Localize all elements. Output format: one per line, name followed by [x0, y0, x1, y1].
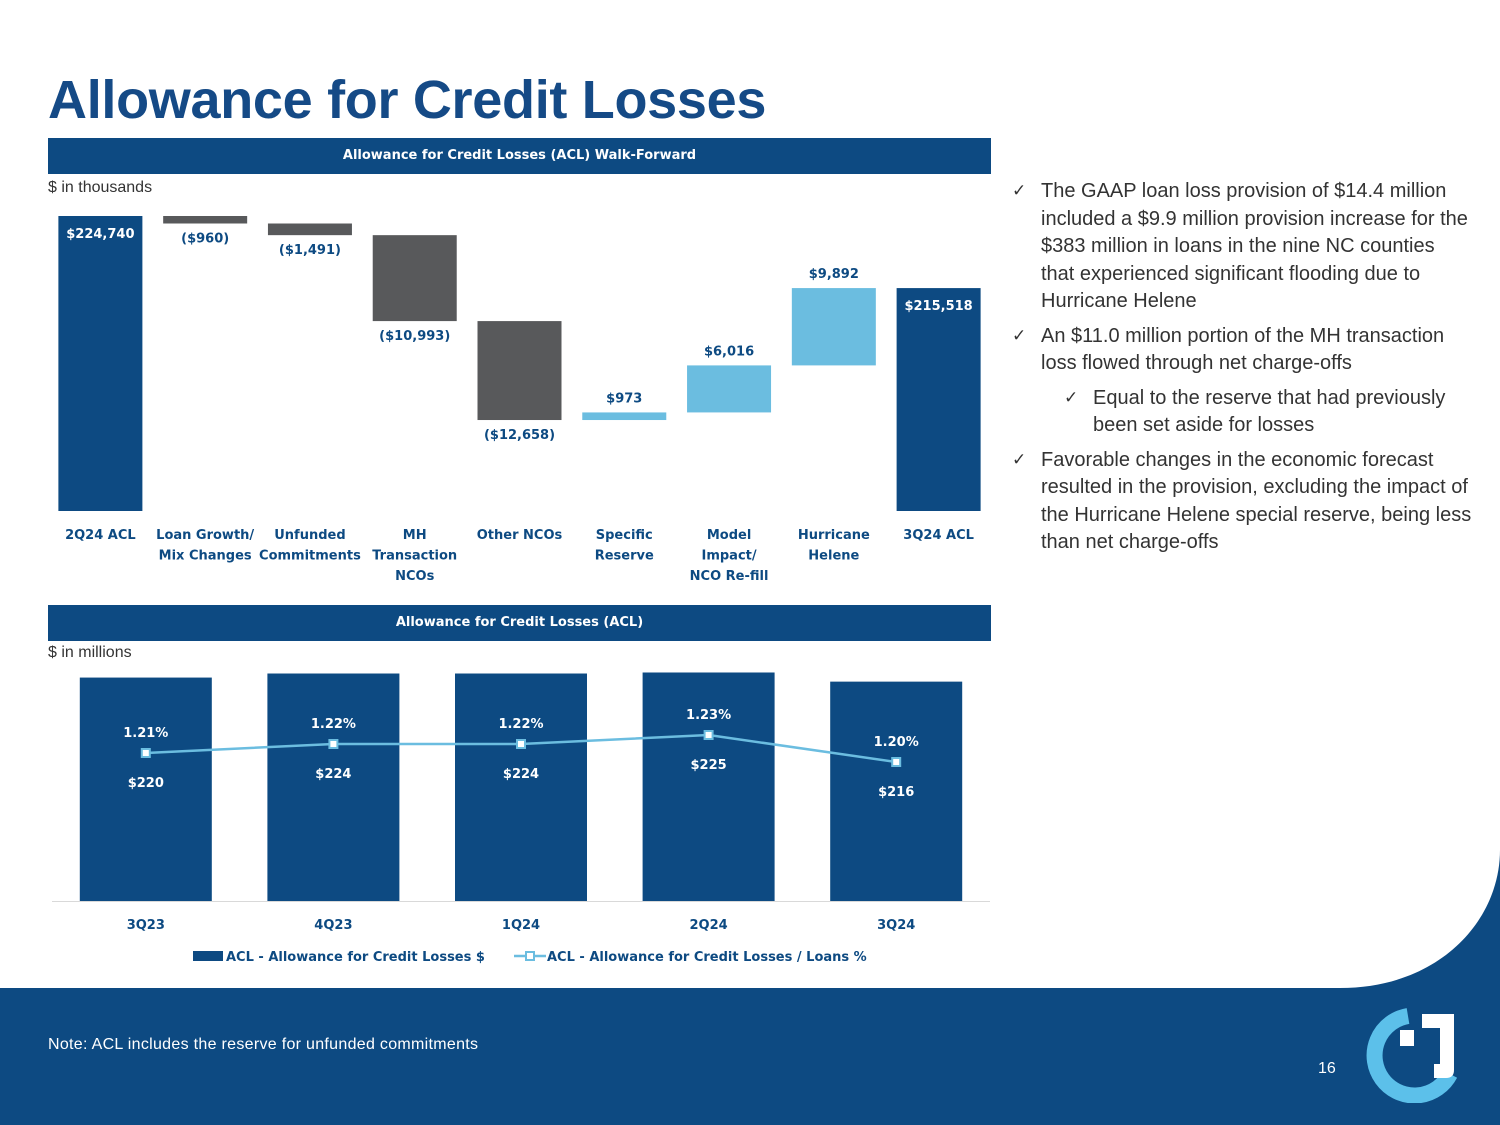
waterfall-units-label: $ in thousands [48, 179, 153, 196]
acl-line-data-label: 1.20% [874, 735, 919, 750]
acl-line-data-label: 1.22% [498, 717, 543, 732]
acl-category-label: 3Q24 [877, 918, 915, 933]
waterfall-bar-decrease [372, 235, 457, 322]
bullet-text: The GAAP loan loss provision of $14.4 mi… [1041, 180, 1468, 312]
acl-category-label: 2Q24 [690, 918, 728, 933]
waterfall-bar-increase [791, 288, 876, 366]
waterfall-data-label: ($1,491) [279, 243, 341, 258]
acl-bar [79, 677, 212, 901]
acl-bar-data-label: $220 [128, 776, 164, 791]
waterfall-category-label: 2Q24 ACL [65, 528, 136, 543]
acl-category-label: 4Q23 [314, 918, 352, 933]
waterfall-chart: $224,740 ($960) ($1,491) ($10,993) ($12,658)… [58, 216, 981, 584]
waterfall-data-label: ($960) [181, 232, 229, 247]
page-title: Allowance for Credit Losses [48, 70, 767, 130]
checkmark-icon: ✓ [1012, 181, 1027, 201]
waterfall-category-label: Loan Growth/Mix Changes [156, 528, 254, 564]
waterfall-category-label: Hurricane Helene [798, 528, 870, 564]
checkmark-icon: ✓ [1012, 325, 1027, 346]
acl-line-data-label: 1.22% [311, 717, 356, 732]
waterfall-category-label: Model Impact/NCO Re-fill [690, 528, 769, 584]
bullet-text: Favorable changes in the economic foreca… [1041, 448, 1472, 554]
acl-bar [830, 681, 963, 901]
acl-line-data-label: 1.23% [686, 708, 731, 723]
waterfall-data-label: ($10,993) [379, 329, 450, 344]
acl-bar-data-label: $216 [878, 785, 914, 800]
waterfall-category-label: Other NCOs [477, 528, 563, 543]
waterfall-category-label: 3Q24 ACL [903, 528, 974, 543]
legend-bar-label: ACL - Allowance for Credit Losses $ [226, 950, 485, 965]
page-number: 16 [1318, 1060, 1336, 1077]
waterfall-data-label: $215,518 [904, 299, 972, 314]
legend-bar-swatch [193, 951, 223, 961]
waterfall-data-label: ($12,658) [484, 428, 555, 443]
checkmark-icon: ✓ [1064, 387, 1079, 408]
acl-ratio-marker [703, 730, 714, 740]
bullet-list: ✓ The GAAP loan loss provision of $14.4 … [1012, 178, 1472, 564]
acl-bar-data-label: $224 [503, 767, 539, 782]
legend-line-label: ACL - Allowance for Credit Losses / Loan… [547, 950, 867, 965]
acl-units-label: $ in millions [48, 644, 132, 661]
legend-line-marker [525, 951, 535, 961]
waterfall-bar-decrease [267, 223, 352, 236]
waterfall-data-label: $9,892 [809, 267, 859, 282]
bullet-text: An $11.0 million portion of the MH trans… [1041, 324, 1445, 375]
checkmark-icon: ✓ [1012, 449, 1027, 470]
waterfall-bar-total [896, 288, 981, 511]
acl-chart: 3Q23 $220 1.21% 4Q23 $224 1.22% 1Q24 $224 1.22% 2… [52, 672, 990, 965]
acl-ratio-marker [891, 757, 902, 767]
acl-bar-data-label: $224 [315, 767, 351, 782]
bullet-text: Equal to the reserve that had previously… [1093, 386, 1446, 437]
waterfall-category-label: Specific Reserve [595, 528, 654, 564]
waterfall-data-label: $6,016 [704, 344, 754, 359]
waterfall-bar-total [58, 216, 143, 511]
bullet-item: ✓ The GAAP loan loss provision of $14.4 … [1012, 178, 1472, 316]
acl-bar [267, 673, 400, 901]
waterfall-chart-header: Allowance for Credit Losses (ACL) Walk-F… [48, 138, 991, 174]
acl-line-data-label: 1.21% [123, 726, 168, 741]
footnote: Note: ACL includes the reserve for unfun… [48, 1036, 479, 1053]
sub-bullet-item: ✓ Equal to the reserve that had previous… [1064, 385, 1472, 440]
waterfall-data-label: $973 [606, 391, 642, 406]
waterfall-bar-increase [687, 365, 772, 413]
acl-category-label: 1Q24 [502, 918, 540, 933]
acl-category-label: 3Q23 [127, 918, 165, 933]
acl-bar [642, 672, 775, 901]
waterfall-category-label: MH Transaction NCOs [372, 528, 457, 584]
waterfall-data-label: $224,740 [66, 227, 134, 242]
acl-bar [455, 673, 587, 901]
acl-chart-header: Allowance for Credit Losses (ACL) [48, 605, 991, 641]
waterfall-bar-decrease [477, 321, 562, 421]
acl-bar-data-label: $225 [691, 758, 727, 773]
company-logo [1366, 1008, 1458, 1103]
acl-ratio-marker [140, 748, 151, 758]
waterfall-category-label: Unfunded Commitments [259, 528, 361, 564]
acl-ratio-marker [328, 739, 339, 749]
waterfall-bar-decrease [163, 216, 248, 224]
bullet-item: ✓ Favorable changes in the economic fore… [1012, 447, 1472, 557]
acl-ratio-marker [516, 739, 526, 749]
bullet-item: ✓ An $11.0 million portion of the MH tra… [1012, 323, 1472, 378]
waterfall-bar-increase [582, 412, 667, 421]
